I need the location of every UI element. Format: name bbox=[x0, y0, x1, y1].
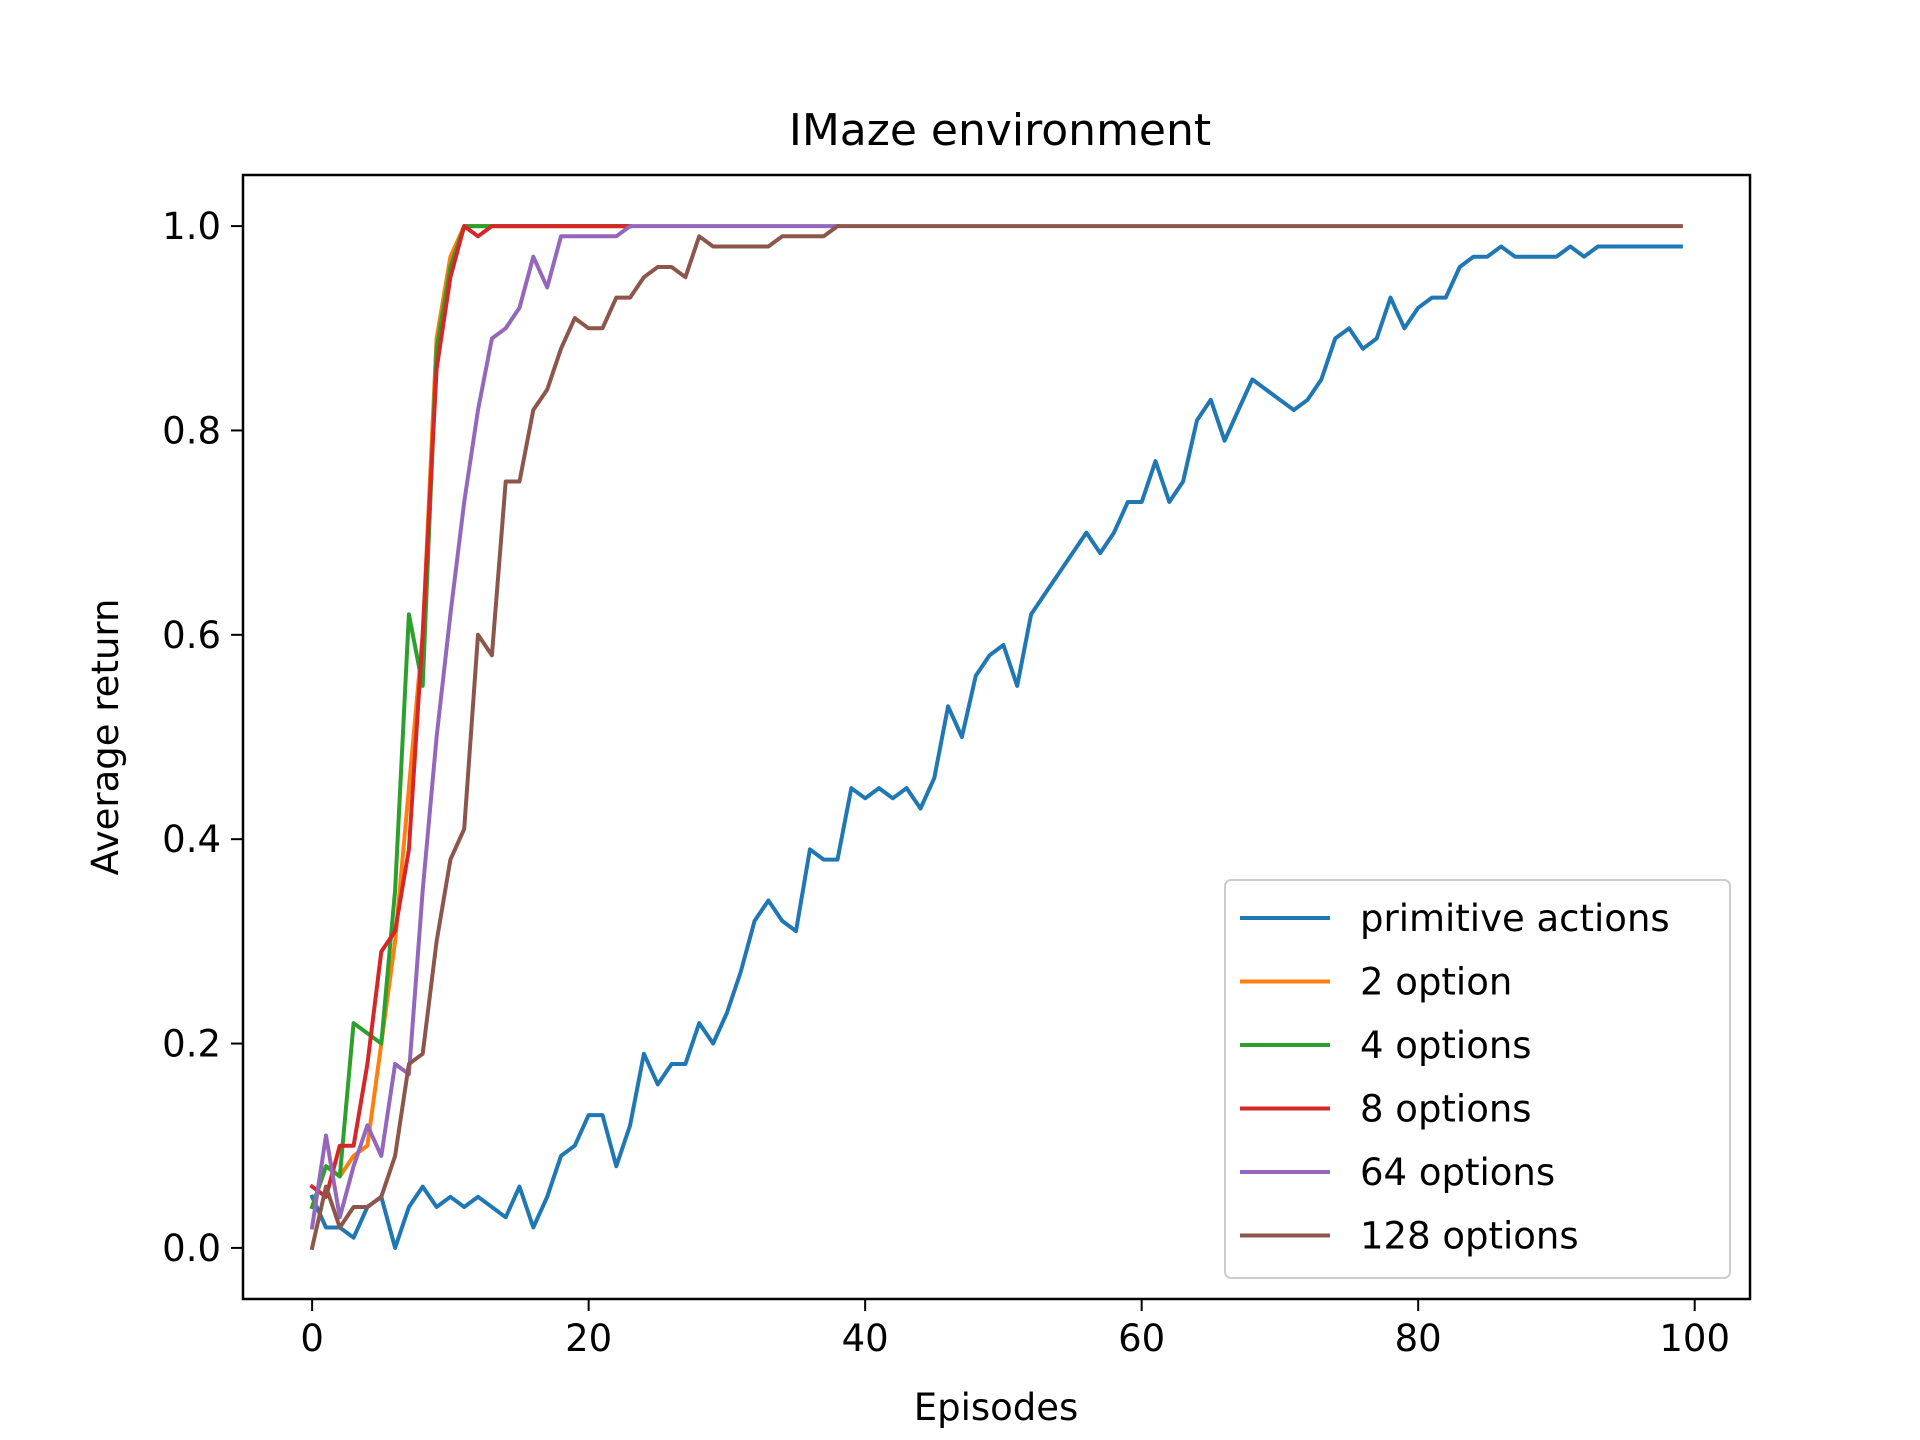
axes-frame bbox=[241, 173, 1752, 1301]
y-tick-label: 1.0 bbox=[162, 205, 221, 248]
y-axis-label: Average return bbox=[84, 599, 127, 876]
x-tick-label: 60 bbox=[1118, 1317, 1165, 1360]
x-tick-label: 40 bbox=[842, 1317, 889, 1360]
legend-box bbox=[1224, 879, 1731, 1279]
legend-label-5: 128 options bbox=[1360, 1215, 1579, 1258]
x-tick-label: 20 bbox=[565, 1317, 612, 1360]
legend-label-1: 2 option bbox=[1360, 961, 1512, 1004]
legend-label-3: 8 options bbox=[1360, 1088, 1532, 1131]
y-tick-label: 0.4 bbox=[162, 818, 221, 861]
chart-title: IMaze environment bbox=[789, 105, 1211, 156]
legend-label-0: primitive actions bbox=[1360, 897, 1670, 940]
series-line-4 bbox=[309, 224, 840, 1230]
x-tick-label: 0 bbox=[300, 1317, 324, 1360]
legend-label-4: 64 options bbox=[1360, 1151, 1555, 1194]
y-axis-ticks: 0.0 0.2 0.4 0.6 0.8 1.0 bbox=[162, 205, 243, 1270]
y-tick-label: 0.8 bbox=[162, 409, 221, 452]
series-line-3 bbox=[309, 224, 633, 1199]
series-line-5 bbox=[309, 224, 1683, 1251]
y-tick-label: 0.0 bbox=[162, 1227, 221, 1270]
x-tick-label: 100 bbox=[1659, 1317, 1730, 1360]
legend-label-2: 4 options bbox=[1360, 1024, 1532, 1067]
x-axis-label: Episodes bbox=[914, 1386, 1079, 1429]
series-layer bbox=[309, 224, 1683, 1251]
legend: primitive actions 2 option 4 options 8 opti… bbox=[1224, 879, 1731, 1279]
x-tick-label: 80 bbox=[1395, 1317, 1442, 1360]
y-tick-label: 0.2 bbox=[162, 1023, 221, 1066]
y-tick-label: 0.6 bbox=[162, 614, 221, 657]
series-line-0 bbox=[309, 244, 1683, 1250]
x-axis-ticks: 0 20 40 60 80 100 bbox=[300, 1299, 1730, 1360]
